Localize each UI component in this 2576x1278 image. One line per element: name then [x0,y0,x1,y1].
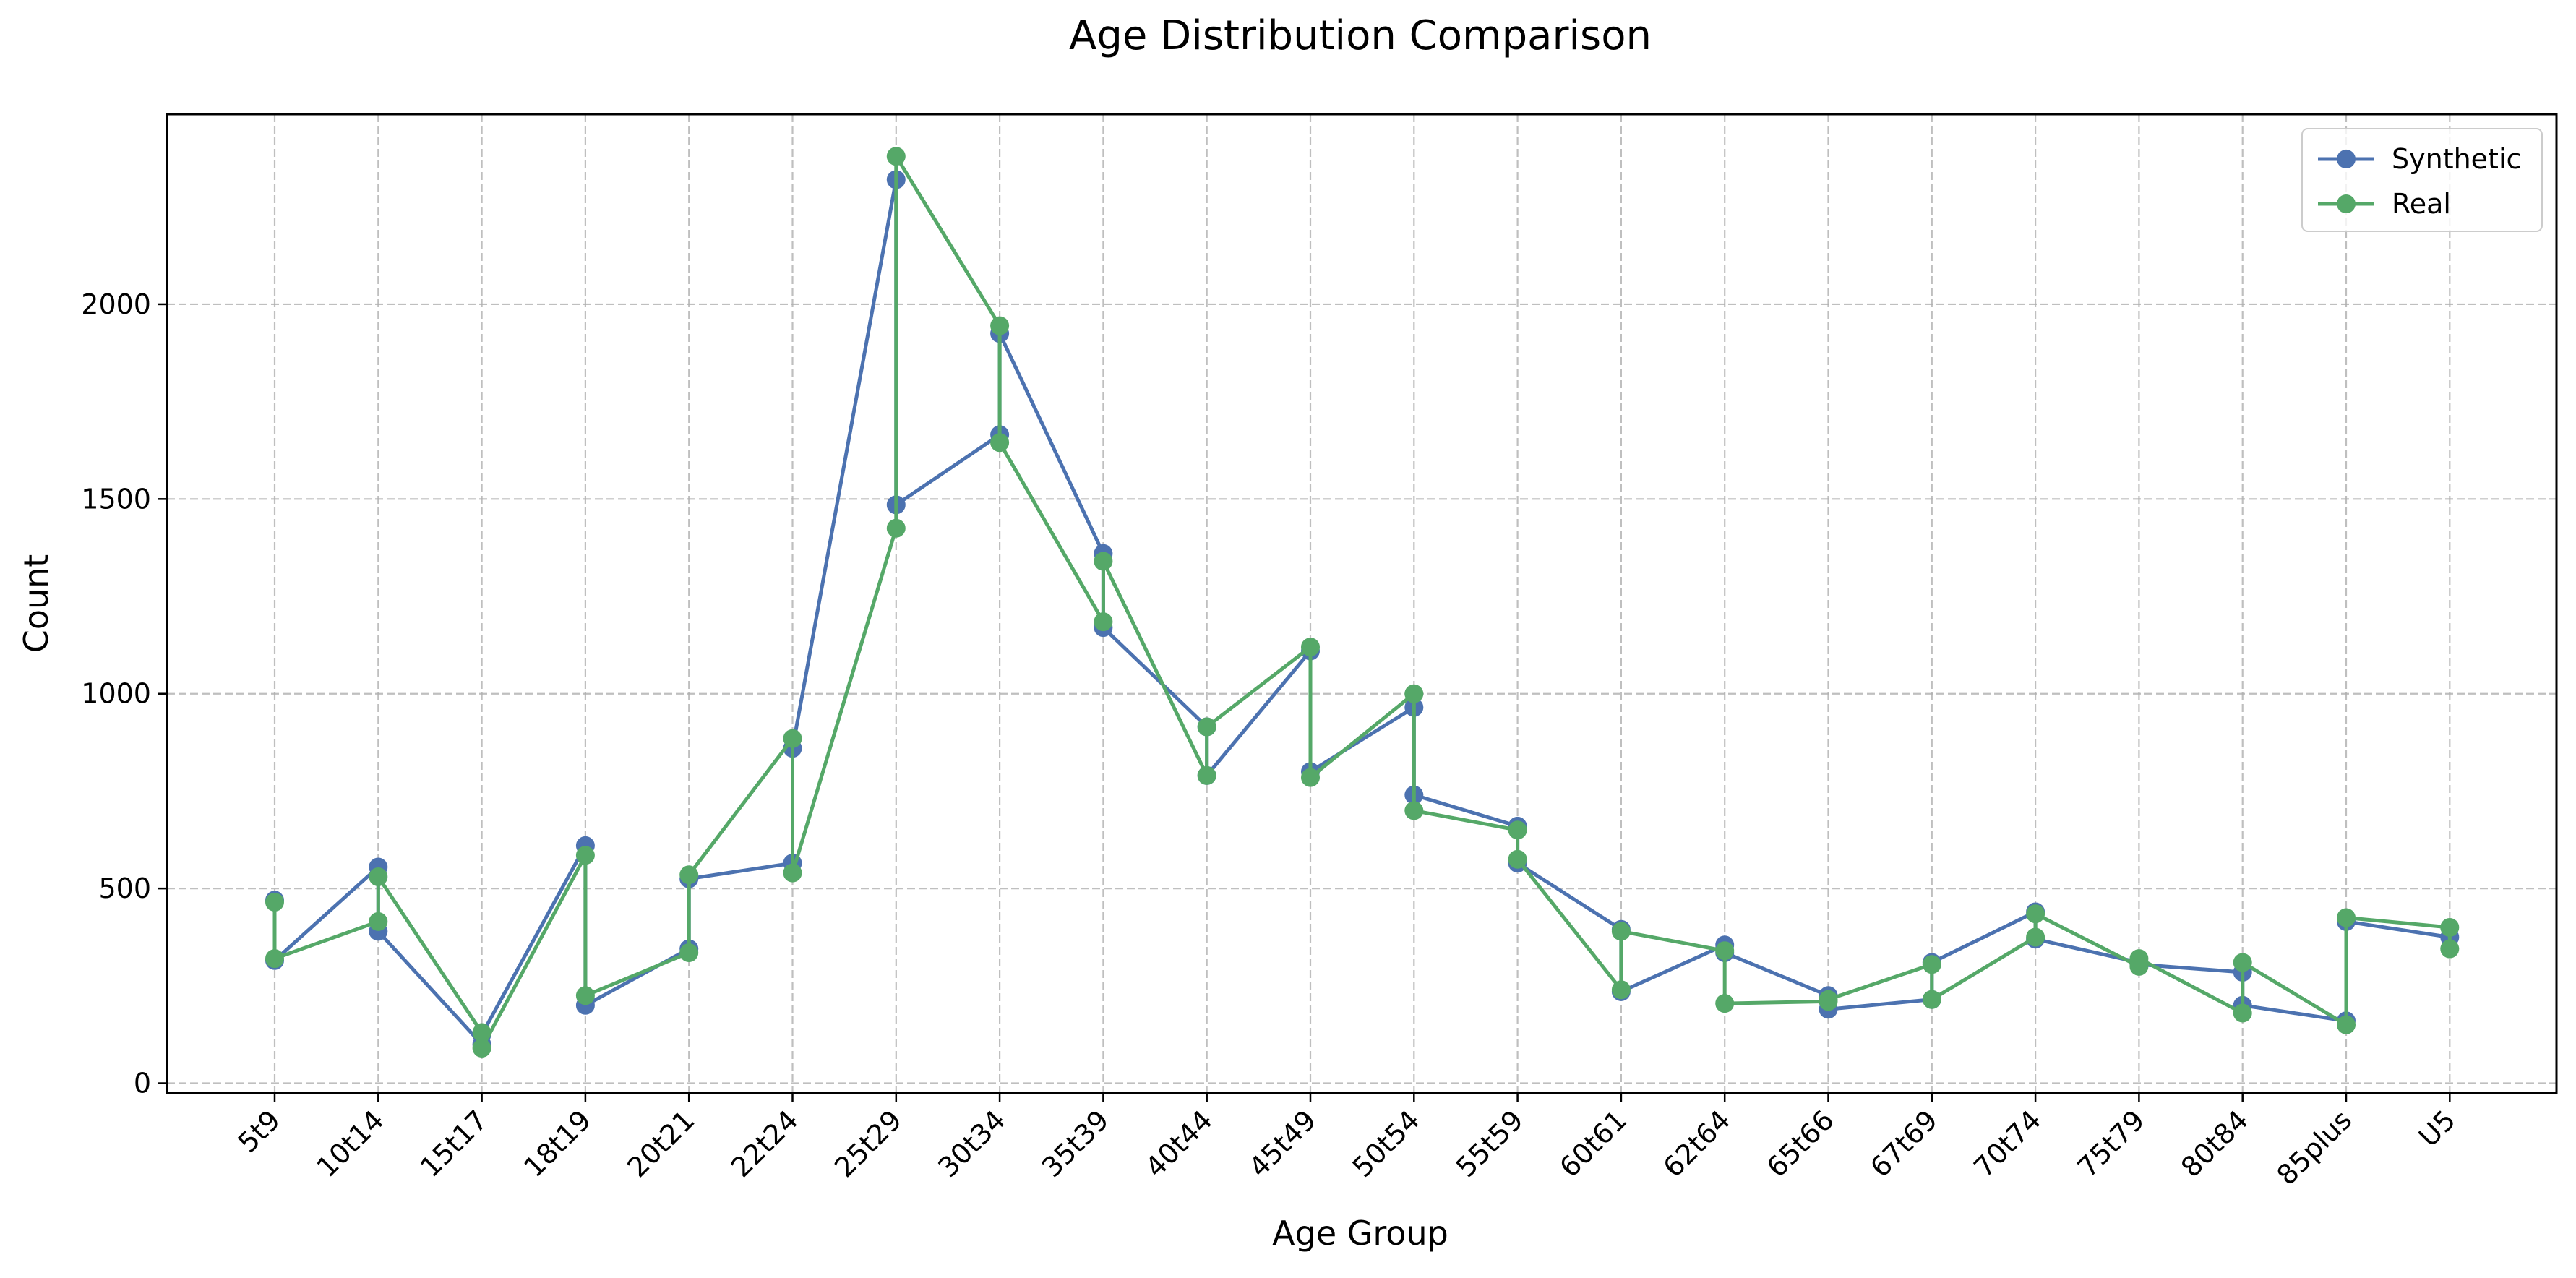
data-point [1819,990,1838,1009]
data-point [2026,927,2045,947]
data-point [2233,953,2252,972]
y-axis: 0 500 1000 1500 2000 [81,288,167,1099]
data-point [783,729,802,748]
data-point [1508,849,1527,869]
x-tick-label: 70t74 [1967,1104,2047,1183]
data-point [886,147,906,166]
x-tick-label: 50t54 [1347,1104,1426,1183]
data-point [783,863,802,883]
data-point [679,865,699,885]
data-point [2440,939,2460,958]
data-point [1301,768,1320,787]
data-point [1922,990,1941,1009]
data-point [1611,980,1631,1000]
x-tick-label: 55t59 [1450,1104,1529,1183]
data-point [1922,955,1941,974]
data-point [265,893,284,912]
data-point [575,986,595,1005]
data-point [2337,908,2356,927]
data-point [472,1023,491,1042]
chart-title: Age Distribution Comparison [1069,12,1652,59]
x-tick-label: 65t66 [1761,1104,1840,1183]
series-line [272,154,2452,1050]
x-tick-label: 80t84 [2175,1104,2254,1183]
y-tick-label: 500 [98,872,151,904]
y-tick-label: 0 [134,1068,151,1099]
y-axis-label: Count [17,554,56,653]
legend-marker [2337,150,2356,168]
data-point [1301,638,1320,657]
data-point [1197,765,1216,785]
x-tick-label: 60t61 [1553,1104,1633,1183]
data-point [1508,820,1527,840]
data-point [2233,1003,2252,1023]
y-tick-label: 1500 [81,483,151,515]
x-tick-label: 22t24 [725,1104,804,1183]
data-point [1197,717,1216,737]
data-point [2129,949,2149,969]
x-tick-label: 5t9 [232,1104,287,1159]
data-point [1094,612,1113,632]
data-point [1404,801,1424,820]
x-axis: 5t9 10t14 15t17 18t19 20t21 22t24 25t29 30t34 35… [232,1093,2462,1191]
x-tick-label: 75t79 [2071,1104,2151,1183]
x-tick-label: 40t44 [1139,1104,1219,1183]
data-point [1611,922,1631,941]
data-point [1404,684,1424,703]
data-point [265,949,284,969]
data-point [2026,904,2045,924]
x-tick-label: 62t64 [1657,1104,1737,1183]
data-point [886,518,906,538]
legend-label: Real [2392,188,2451,220]
data-point [369,912,388,931]
x-tick-label: 35t39 [1036,1104,1115,1183]
y-tick-label: 1000 [81,678,151,710]
series-real [265,147,2460,1058]
x-tick-label: 25t29 [828,1104,908,1183]
series-synthetic [265,170,2460,1054]
data-point [369,867,388,886]
data-point [990,433,1010,453]
x-tick-label: 20t21 [622,1104,701,1183]
x-axis-label: Age Group [1272,1214,1448,1253]
data-point [990,316,1010,335]
x-tick-label: 15t17 [414,1104,494,1183]
series-layer [265,147,2460,1058]
legend-marker [2337,194,2356,213]
data-point [1094,552,1113,571]
data-point [2440,918,2460,937]
data-point [679,943,699,962]
x-tick-label: 85plus [2271,1104,2358,1191]
x-tick-label: 67t69 [1864,1104,1944,1183]
data-point [1715,994,1735,1013]
data-point [575,846,595,865]
x-tick-label: 30t34 [932,1104,1011,1183]
x-tick-label: 18t19 [518,1104,597,1183]
data-point [1715,941,1735,961]
series-line [272,178,2450,1047]
x-tick-label: 45t49 [1242,1104,1322,1183]
y-tick-label: 2000 [81,288,151,320]
legend-label: Synthetic [2392,143,2521,175]
grid-lines [167,114,2556,1093]
legend: Synthetic Real [2301,128,2543,232]
plot-area-frame [166,113,2558,1094]
x-tick-label: 10t14 [311,1104,390,1183]
data-point [2337,1015,2356,1034]
data-point [472,1039,491,1058]
x-tick-label: U5 [2413,1104,2462,1153]
